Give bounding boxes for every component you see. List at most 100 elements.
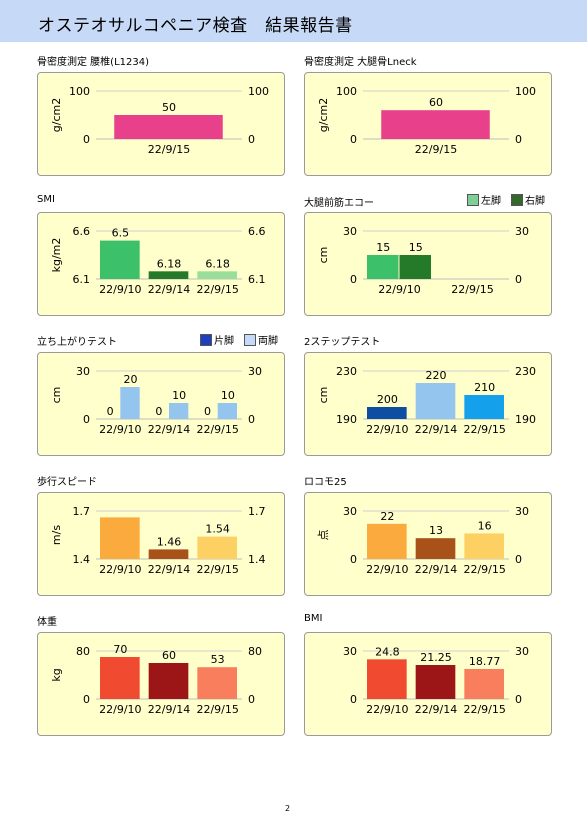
x-tick-label: 22/9/15 [463,563,505,576]
data-label: 60 [429,96,443,109]
y2-tick-label: 30 [248,365,262,378]
chart-locomo25: 30 0 30 0 点 22/9/10 22 22/9/14 13 22/9/15 16 [304,492,552,596]
data-label: 220 [426,369,447,382]
x-tick-label: 22/9/10 [99,283,141,296]
data-label: 50 [162,101,176,114]
x-tick-label: 22/9/10 [366,423,408,436]
chart-walking-speed: 1.7 1.4 1.7 1.4 m/s 22/9/10 22/9/14 1.46 22/9/15… [37,492,285,596]
legend-swatch-left-leg [467,193,479,206]
legend-label-left-leg: 左脚 [481,196,501,207]
chart-femur-bmd: 100 0 100 0 g/cm2 22/9/15 60 [304,72,552,176]
y-axis-title: kg/m2 [50,238,63,273]
y2-tick-label: 190 [515,413,536,426]
y2-tick-label: 230 [515,365,536,378]
data-label: 13 [429,524,443,537]
data-label: 6.18 [205,257,230,270]
y2-tick-label: 6.6 [248,225,266,238]
legend-item-right-leg: 右脚 [511,192,545,207]
bar [464,668,504,699]
y-tick-label: 190 [336,413,357,426]
bar [114,115,223,139]
panel-title-bmi: BMI [304,613,323,624]
panel-title-lumbar-bmd: 骨密度測定 腰椎(L1234) [37,57,150,68]
y2-tick-label: 1.4 [248,553,266,566]
y2-tick-label: 80 [248,645,262,658]
bar [197,536,237,559]
legend-swatch-both-legs [244,333,256,346]
y-tick-label: 0 [350,273,357,286]
x-tick-label: 22/9/10 [366,563,408,576]
x-tick-label: 22/9/10 [99,423,141,436]
y-axis-title: cm [317,247,330,264]
bar [148,549,189,559]
panel-title-locomo25: ロコモ25 [304,477,347,488]
bar [415,383,456,419]
bar [367,659,407,699]
x-tick-label: 22/9/10 [378,283,420,296]
page-number: 2 [285,804,291,813]
y-axis-title: g/cm2 [50,98,63,132]
y2-tick-label: 0 [515,133,522,146]
bar [381,110,490,139]
legend-item-both-legs: 両脚 [244,332,278,347]
x-tick-label: 22/9/14 [148,563,190,576]
y-tick-label: 6.6 [73,225,91,238]
y2-tick-label: 30 [515,505,529,518]
bar [120,387,140,419]
bar [100,517,140,559]
y-tick-label: 30 [343,645,357,658]
x-tick-label: 22/9/15 [463,423,505,436]
data-label: 10 [172,389,186,402]
data-label: 24.8 [375,645,400,658]
legend-swatch-one-leg [200,333,212,346]
x-tick-label: 22/9/10 [366,703,408,716]
data-label: 60 [162,649,176,662]
data-label: 6.18 [157,257,182,270]
data-label: 210 [474,381,495,394]
bar [367,523,407,559]
x-tick-label: 22/9/14 [415,423,457,436]
x-tick-label: 22/9/15 [148,143,190,156]
bar [415,665,456,699]
y-tick-label: 6.1 [73,273,91,286]
y-tick-label: 1.4 [73,553,91,566]
y2-tick-label: 6.1 [248,273,266,286]
report-header: オステオサルコペニア検査 結果報告書 [0,0,587,42]
chart-two-step-test: 230 190 230 190 cm 22/9/10 200 22/9/14 220 22/9/1… [304,352,552,456]
panel-title-two-step-test: 2ステップテスト [304,337,381,348]
chart-weight: 80 0 80 0 kg 22/9/10 70 22/9/14 60 22/9/15 53 [37,632,285,736]
data-label: 70 [113,643,127,656]
panel-title-stand-up-test: 立ち上がりテスト [37,337,117,348]
x-tick-label: 22/9/15 [463,703,505,716]
data-label: 0 [107,405,114,418]
y2-tick-label: 0 [515,693,522,706]
data-label: 16 [478,519,492,532]
data-label: 1.46 [157,535,182,548]
y-tick-label: 100 [336,85,357,98]
y-axis-title: cm [50,387,63,404]
chart-smi: 6.6 6.1 6.6 6.1 kg/m2 22/9/10 6.5 22/9/14 6.18 22… [37,212,285,316]
bar [367,255,399,279]
data-label: 20 [124,373,138,386]
y2-tick-label: 0 [515,553,522,566]
x-tick-label: 22/9/15 [196,703,238,716]
x-tick-label: 22/9/15 [451,283,493,296]
bar [197,271,237,279]
y-tick-label: 0 [350,693,357,706]
legend-item-left-leg: 左脚 [467,192,501,207]
y-tick-label: 0 [83,133,90,146]
y-tick-label: 30 [76,365,90,378]
bar [415,538,456,559]
bar [100,657,140,699]
y2-tick-label: 30 [515,225,529,238]
data-label: 15 [376,241,390,254]
chart-lumbar-bmd: 100 0 100 0 g/cm2 22/9/15 50 [37,72,285,176]
data-label: 53 [211,653,225,666]
legend-label-one-leg: 片脚 [214,336,234,347]
y-tick-label: 80 [76,645,90,658]
y-axis-title: cm [317,387,330,404]
bar [197,667,237,699]
data-label: 0 [204,405,211,418]
y-tick-label: 30 [343,505,357,518]
panel-title-weight: 体重 [37,617,57,628]
